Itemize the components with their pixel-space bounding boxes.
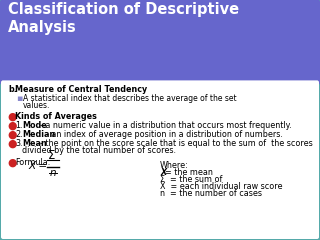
Text: ●: ● xyxy=(7,121,17,131)
Text: ●: ● xyxy=(7,112,17,122)
Text: Mean: Mean xyxy=(22,139,47,148)
Text: Σ  = the sum of: Σ = the sum of xyxy=(160,175,222,184)
Text: - the point on the score scale that is equal to the sum of  the scores: - the point on the score scale that is e… xyxy=(40,139,313,148)
Text: Where:: Where: xyxy=(160,161,189,170)
Text: Kinds of Averages: Kinds of Averages xyxy=(15,112,97,121)
Text: A statistical index that describes the average of the set: A statistical index that describes the a… xyxy=(23,94,236,103)
Text: b.: b. xyxy=(8,85,17,94)
FancyBboxPatch shape xyxy=(0,0,320,85)
Text: 2.: 2. xyxy=(15,130,23,139)
Text: divided by the total number of scores.: divided by the total number of scores. xyxy=(22,146,176,155)
Text: ●: ● xyxy=(7,139,17,149)
Text: ●: ● xyxy=(7,158,17,168)
Text: X: X xyxy=(160,168,166,177)
Text: 1.: 1. xyxy=(15,121,22,130)
Text: ▪: ▪ xyxy=(16,94,22,103)
Text: = the mean: = the mean xyxy=(165,168,213,177)
Text: Formula:: Formula: xyxy=(15,158,50,167)
Text: values.: values. xyxy=(23,101,50,110)
Text: Σ: Σ xyxy=(48,149,55,162)
FancyBboxPatch shape xyxy=(1,80,319,239)
Text: Measure of Central Tendency: Measure of Central Tendency xyxy=(15,85,147,94)
Text: X  = each individual raw score: X = each individual raw score xyxy=(160,182,283,191)
Text: Median: Median xyxy=(22,130,55,139)
Text: ●: ● xyxy=(7,130,17,140)
Text: Classification of Descriptive
Analysis: Classification of Descriptive Analysis xyxy=(8,2,239,35)
Text: - an index of average position in a distribution of numbers.: - an index of average position in a dist… xyxy=(46,130,283,139)
Text: - a numeric value in a distribution that occurs most frequently.: - a numeric value in a distribution that… xyxy=(40,121,292,130)
Text: 3.: 3. xyxy=(15,139,22,148)
Text: X =: X = xyxy=(28,161,47,171)
Text: Mode: Mode xyxy=(22,121,47,130)
Text: n  = the number of cases: n = the number of cases xyxy=(160,189,262,198)
Text: n: n xyxy=(50,168,57,178)
